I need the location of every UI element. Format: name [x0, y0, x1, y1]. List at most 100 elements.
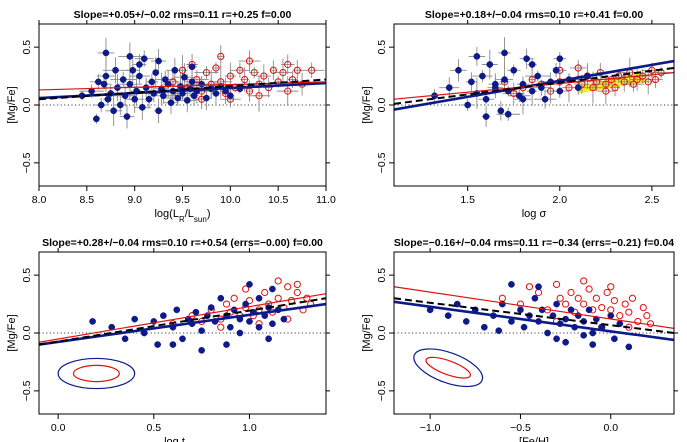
data-point-blue: [188, 63, 196, 71]
data-point-red: [625, 308, 633, 316]
data-point-blue: [136, 72, 143, 80]
data-point-blue: [510, 66, 518, 74]
data-point-blue: [123, 113, 131, 120]
data-point-blue: [129, 66, 137, 74]
data-point-blue: [236, 329, 244, 337]
data-point-red: [611, 84, 619, 92]
data-point-blue: [198, 347, 205, 354]
data-point-red: [607, 283, 615, 291]
data-point-red: [245, 57, 254, 65]
fit-line-black: [394, 66, 674, 105]
data-point-blue: [174, 94, 182, 102]
data-point-blue: [479, 72, 486, 80]
data-point-blue: [486, 61, 494, 68]
data-point-red: [217, 323, 225, 331]
data-point-blue: [119, 76, 127, 83]
data-point-blue: [520, 323, 528, 331]
panel-title: Slope=−0.16+/−0.04 rms=0.11 r=−0.34 (err…: [394, 237, 674, 249]
data-point-blue: [136, 61, 143, 68]
data-point-blue: [94, 78, 102, 86]
fit-line-black: [394, 297, 674, 334]
data-point-blue: [226, 92, 234, 100]
error-ellipse-outer: [57, 357, 136, 390]
data-point-blue: [112, 66, 119, 74]
panel-title: Slope=+0.28+/−0.04 rms=0.10 r=+0.54 (err…: [42, 237, 323, 249]
y-tick-label: 0.0: [376, 326, 388, 341]
data-point-red: [293, 288, 301, 297]
panel-mg-fe-vs-luminosity: Slope=+0.05+/−0.02 rms=0.11 r=+0.25 f=0.…: [6, 9, 336, 224]
data-point-red: [580, 277, 588, 285]
data-point-blue: [480, 323, 488, 331]
data-point-blue: [140, 55, 148, 63]
data-point-blue: [203, 94, 210, 102]
data-point-blue: [183, 97, 191, 104]
fit-line-black: [39, 78, 326, 101]
data-point-blue: [585, 306, 593, 314]
x-tick-label: 9.0: [127, 194, 142, 206]
y-axis-label: [Mg/Fe]: [6, 86, 18, 123]
data-point-red: [574, 294, 582, 302]
y-tick-label: 0.0: [21, 326, 33, 341]
data-point-blue: [280, 315, 288, 323]
data-point-red: [592, 294, 600, 302]
data-point-red: [580, 300, 588, 308]
data-point-blue: [504, 110, 512, 118]
x-tick-label: 9.5: [175, 194, 190, 206]
data-point-red: [598, 303, 606, 312]
data-point-red: [629, 80, 638, 88]
data-point-red: [222, 300, 231, 308]
data-point-red: [620, 78, 628, 86]
x-tick-label: 10.5: [268, 194, 289, 206]
data-point-blue: [104, 95, 112, 103]
x-tick-label: 1.5: [460, 194, 475, 206]
data-point-red: [274, 277, 282, 285]
data-point-blue: [160, 92, 167, 100]
data-point-red: [643, 312, 651, 320]
data-point-blue: [169, 341, 177, 348]
data-point-blue: [482, 113, 490, 120]
data-point-red: [546, 87, 555, 95]
panel-title: Slope=+0.05+/−0.02 rms=0.11 r=+0.25 f=0.…: [74, 9, 292, 21]
data-point-red: [202, 69, 211, 77]
data-point-blue: [534, 72, 542, 80]
data-point-blue: [455, 66, 462, 74]
data-point-red: [284, 60, 292, 69]
data-point-red: [284, 283, 292, 291]
data-point-red: [602, 87, 610, 95]
data-point-red: [552, 280, 561, 288]
data-point-blue: [269, 320, 276, 328]
data-point-blue: [562, 338, 569, 346]
data-point-red: [212, 64, 220, 72]
x-tick-label: 10.0: [220, 194, 241, 206]
data-point-red: [260, 72, 268, 80]
data-point-red: [589, 84, 597, 92]
data-point-red: [602, 80, 610, 88]
data-point-red: [236, 66, 244, 74]
data-point-blue: [173, 306, 181, 314]
data-point-blue: [154, 341, 161, 348]
data-point-blue: [179, 335, 186, 343]
data-point-blue: [625, 343, 633, 351]
data-point-blue: [145, 95, 153, 103]
data-point-red: [534, 288, 543, 297]
data-point-blue: [126, 80, 134, 88]
data-point-red: [279, 69, 287, 77]
data-point-blue: [495, 327, 503, 335]
data-point-red: [255, 92, 263, 100]
data-point-blue: [148, 78, 156, 86]
data-point-red: [274, 294, 282, 302]
data-point-blue: [519, 95, 527, 103]
data-point-blue: [192, 308, 200, 316]
x-tick-label: 0.5: [146, 422, 161, 434]
y-tick-label: 0.5: [21, 40, 33, 55]
y-tick-label: 0.5: [376, 40, 388, 55]
data-point-blue: [589, 329, 597, 337]
data-point-red: [293, 280, 301, 288]
data-point-blue: [556, 55, 564, 63]
data-point-blue: [89, 318, 96, 325]
data-point-blue: [611, 335, 618, 343]
data-point-red: [651, 75, 660, 84]
fit-line-red: [394, 72, 674, 100]
data-point-red: [610, 297, 618, 305]
